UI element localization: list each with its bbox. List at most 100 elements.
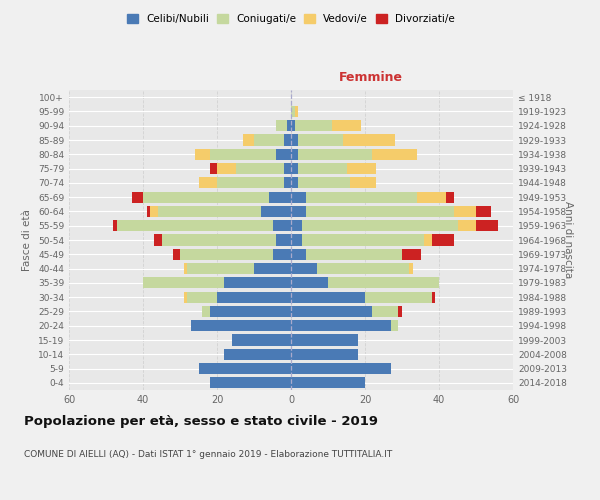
Bar	[328, 278, 439, 288]
Bar	[209, 306, 291, 317]
Bar	[284, 178, 291, 188]
Bar	[291, 192, 306, 202]
Bar	[291, 206, 306, 217]
Bar	[398, 306, 402, 317]
Bar	[195, 148, 209, 160]
Bar	[117, 220, 272, 232]
Bar	[291, 334, 358, 345]
Bar	[254, 134, 284, 145]
Bar	[284, 134, 291, 145]
Bar	[224, 348, 291, 360]
Bar	[217, 292, 291, 302]
Bar	[232, 334, 291, 345]
Bar	[243, 134, 254, 145]
Bar	[284, 163, 291, 174]
Bar	[158, 206, 262, 217]
Bar	[373, 306, 398, 317]
Text: Popolazione per età, sesso e stato civile - 2019: Popolazione per età, sesso e stato civil…	[24, 415, 378, 428]
Bar	[409, 263, 413, 274]
Bar	[217, 163, 235, 174]
Bar	[317, 263, 409, 274]
Bar	[224, 278, 291, 288]
Y-axis label: Anni di nascita: Anni di nascita	[563, 202, 572, 278]
Bar	[161, 234, 276, 246]
Bar	[291, 120, 295, 132]
Bar	[298, 178, 350, 188]
Bar	[431, 292, 436, 302]
Bar	[365, 292, 431, 302]
Bar	[151, 206, 158, 217]
Bar	[269, 192, 291, 202]
Y-axis label: Fasce di età: Fasce di età	[22, 209, 32, 271]
Bar	[291, 234, 302, 246]
Bar	[291, 263, 317, 274]
Bar	[454, 206, 476, 217]
Bar	[298, 163, 347, 174]
Bar	[295, 106, 298, 117]
Bar	[431, 234, 454, 246]
Bar	[143, 278, 224, 288]
Bar	[184, 263, 187, 274]
Bar	[199, 178, 217, 188]
Bar	[291, 348, 358, 360]
Bar	[254, 263, 291, 274]
Bar	[113, 220, 117, 232]
Bar	[209, 148, 276, 160]
Bar	[446, 192, 454, 202]
Bar	[302, 220, 458, 232]
Bar	[202, 306, 209, 317]
Bar	[402, 248, 421, 260]
Bar	[209, 378, 291, 388]
Bar	[291, 378, 365, 388]
Bar	[143, 192, 269, 202]
Bar	[291, 292, 365, 302]
Bar	[417, 192, 446, 202]
Bar	[347, 163, 376, 174]
Bar	[184, 292, 187, 302]
Bar	[236, 163, 284, 174]
Bar	[217, 178, 284, 188]
Bar	[272, 248, 291, 260]
Bar	[132, 192, 143, 202]
Bar	[180, 248, 272, 260]
Bar	[424, 234, 431, 246]
Bar	[291, 306, 373, 317]
Text: COMUNE DI AIELLI (AQ) - Dati ISTAT 1° gennaio 2019 - Elaborazione TUTTITALIA.IT: COMUNE DI AIELLI (AQ) - Dati ISTAT 1° ge…	[24, 450, 392, 459]
Bar	[187, 292, 217, 302]
Bar	[147, 206, 151, 217]
Bar	[458, 220, 476, 232]
Bar	[306, 206, 454, 217]
Bar	[287, 120, 291, 132]
Bar	[276, 120, 287, 132]
Bar	[272, 220, 291, 232]
Bar	[291, 248, 306, 260]
Bar	[276, 148, 291, 160]
Bar	[291, 134, 298, 145]
Bar	[209, 163, 217, 174]
Bar	[291, 363, 391, 374]
Bar	[291, 320, 391, 332]
Bar	[154, 234, 161, 246]
Bar	[306, 248, 402, 260]
Bar	[291, 220, 302, 232]
Bar	[391, 320, 398, 332]
Bar	[291, 148, 298, 160]
Bar	[295, 120, 332, 132]
Bar	[306, 192, 417, 202]
Bar	[476, 220, 498, 232]
Bar	[291, 278, 328, 288]
Bar	[343, 134, 395, 145]
Legend: Celibi/Nubili, Coniugati/e, Vedovi/e, Divorziati/e: Celibi/Nubili, Coniugati/e, Vedovi/e, Di…	[123, 10, 459, 29]
Text: Femmine: Femmine	[339, 71, 403, 84]
Bar	[476, 206, 491, 217]
Bar	[291, 106, 295, 117]
Bar	[199, 363, 291, 374]
Bar	[173, 248, 180, 260]
Bar	[291, 178, 298, 188]
Bar	[187, 263, 254, 274]
Bar	[191, 320, 291, 332]
Bar	[332, 120, 361, 132]
Bar	[373, 148, 417, 160]
Bar	[291, 163, 298, 174]
Bar	[298, 134, 343, 145]
